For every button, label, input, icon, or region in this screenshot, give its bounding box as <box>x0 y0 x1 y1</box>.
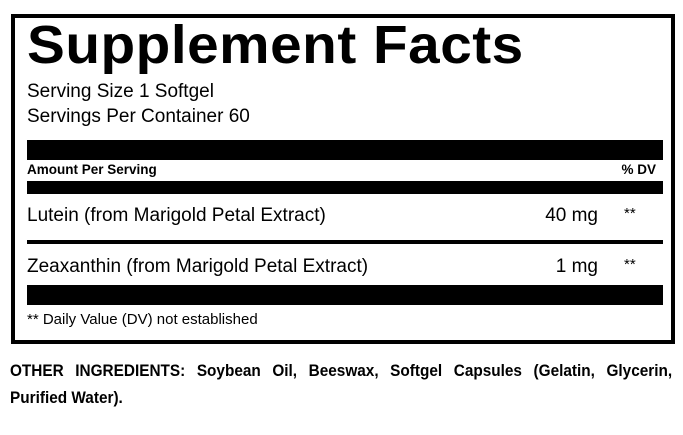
supplement-facts-panel <box>11 14 675 344</box>
thick-divider <box>27 285 663 305</box>
servings-per-container: Servings Per Container 60 <box>27 106 250 127</box>
other-ingredients: OTHER INGREDIENTS: Soybean Oil, Beeswax,… <box>10 362 673 407</box>
nutrient-name: Lutein (from Marigold Petal Extract) <box>27 205 326 226</box>
nutrient-amount: 1 mg <box>555 256 598 277</box>
amount-per-serving-label: Amount Per Serving <box>27 162 157 177</box>
footnote: ** Daily Value (DV) not established <box>27 311 258 328</box>
nutrient-name: Zeaxanthin (from Marigold Petal Extract) <box>27 256 369 277</box>
nutrient-amount: 40 mg <box>545 205 598 226</box>
thick-divider <box>27 181 663 194</box>
nutrient-dv: ** <box>624 205 636 222</box>
thin-divider <box>27 240 663 244</box>
dv-label: % DV <box>621 162 656 177</box>
nutrient-dv: ** <box>624 256 636 273</box>
thick-divider <box>27 140 663 160</box>
panel-title: Supplement Facts <box>27 15 524 75</box>
serving-size: Serving Size 1 Softgel <box>27 81 214 102</box>
